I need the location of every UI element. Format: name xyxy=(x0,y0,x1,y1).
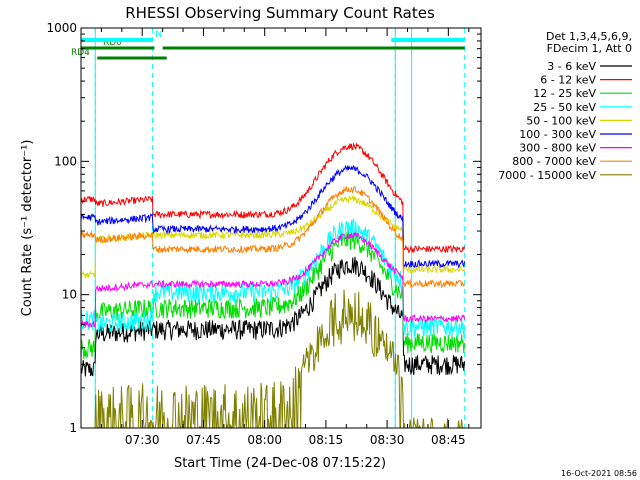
x-tick-label-2: 08:00 xyxy=(247,433,282,447)
legend-label-3: 25 - 50 keV xyxy=(533,101,596,114)
y-axis-label: Count Rate (s⁻¹ detector⁻¹) xyxy=(20,140,35,317)
plot-frame xyxy=(80,27,482,429)
legend-label-0: 3 - 6 keV xyxy=(547,60,596,73)
series-line-6 xyxy=(80,231,465,329)
legend-label-4: 50 - 100 keV xyxy=(526,114,596,127)
legend-label-1: 6 - 12 keV xyxy=(540,74,596,87)
y-tick-label-3: 1000 xyxy=(46,21,77,35)
chart-title: RHESSI Observing Summary Count Rates xyxy=(125,4,435,22)
legend-label-2: 12 - 25 keV xyxy=(533,87,596,100)
timestamp: 16-Oct-2021 08:56 xyxy=(561,469,637,478)
legend-label-6: 300 - 800 keV xyxy=(519,142,596,155)
x-tick-label-1: 07:45 xyxy=(186,433,221,447)
series-line-5 xyxy=(80,164,465,269)
x-tick-label-4: 08:30 xyxy=(370,433,405,447)
x-axis-label: Start Time (24-Dec-08 07:15:22) xyxy=(174,456,386,471)
x-tick-label-0: 07:30 xyxy=(125,433,160,447)
legend-label-8: 7000 - 15000 keV xyxy=(498,169,596,182)
series-line-4 xyxy=(80,194,465,279)
flag-label-n: N xyxy=(155,30,162,40)
series-line-2 xyxy=(80,230,465,360)
legend-label-7: 800 - 7000 keV xyxy=(512,155,596,168)
legend-header-line-2: FDecim 1, Att 0 xyxy=(547,42,632,55)
x-tick-label-5: 08:45 xyxy=(431,433,466,447)
legend-header-line-1: Det 1,3,4,5,6,9, xyxy=(546,30,632,43)
series-line-7 xyxy=(80,185,465,289)
legend-label-5: 100 - 300 keV xyxy=(519,128,596,141)
y-tick-label-1: 10 xyxy=(62,288,77,302)
y-tick-label-0: 1 xyxy=(69,421,77,435)
series-line-1 xyxy=(80,141,465,254)
y-tick-label-2: 100 xyxy=(54,154,77,168)
x-tick-label-3: 08:15 xyxy=(309,433,344,447)
flag-label-rd0: RD0 xyxy=(103,38,122,48)
